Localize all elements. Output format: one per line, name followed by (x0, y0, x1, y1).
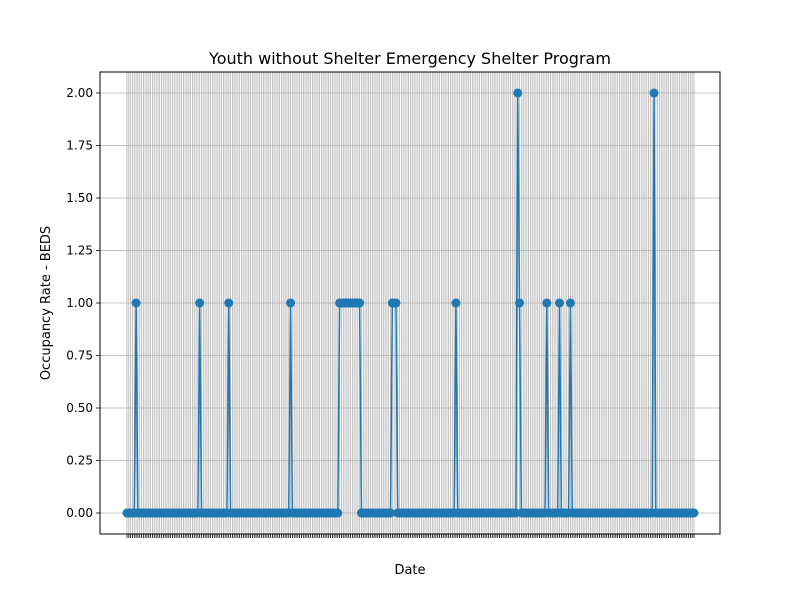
y-tick-label: 0.25 (66, 454, 93, 468)
y-tick-label: 1.50 (66, 191, 93, 205)
data-point (131, 298, 141, 308)
series-1 (122, 88, 699, 518)
data-point (355, 298, 365, 308)
data-point (391, 298, 401, 308)
data-point (224, 298, 234, 308)
chart-title: Youth without Shelter Emergency Shelter … (208, 49, 611, 68)
data-point (513, 88, 523, 98)
y-tick-label: 1.00 (66, 296, 93, 310)
data-point (555, 298, 565, 308)
y-axis: 0.00 0.25 0.50 0.75 1.00 1.25 1.50 1.75 2.00 (66, 86, 100, 520)
data-point (286, 298, 296, 308)
data-point (451, 298, 461, 308)
data-point (515, 298, 525, 308)
y-tick-label: 0.50 (66, 401, 93, 415)
data-point (542, 298, 552, 308)
data-point (649, 88, 659, 98)
data-point (386, 508, 396, 518)
y-tick-label: 2.00 (66, 86, 93, 100)
x-axis-title: Date (394, 563, 425, 578)
x-axis (126, 534, 695, 538)
data-point (333, 508, 343, 518)
data-point (689, 508, 699, 518)
y-tick-label: 0.00 (66, 506, 93, 520)
y-axis-title: Occupancy Rate - BEDS (39, 226, 54, 380)
y-tick-label: 0.75 (66, 349, 93, 363)
y-tick-label: 1.25 (66, 244, 93, 258)
data-point (565, 298, 575, 308)
data-point (195, 298, 205, 308)
y-tick-label: 1.75 (66, 139, 93, 153)
